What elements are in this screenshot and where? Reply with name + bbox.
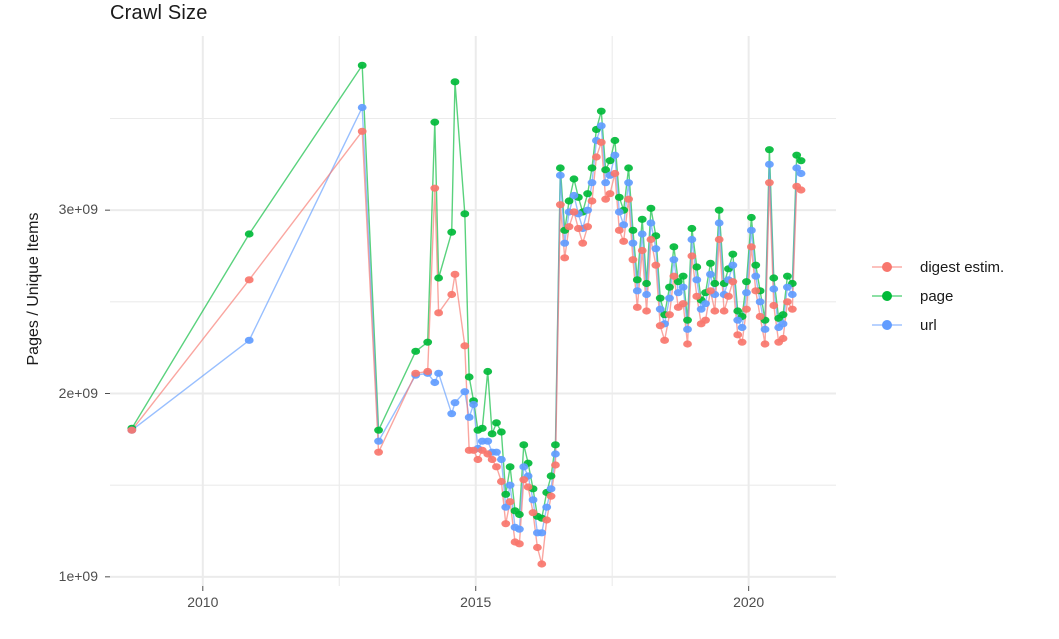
legend-dot-icon (882, 320, 892, 330)
x-tick-label: 2010 (187, 594, 219, 610)
legend: digest estim. page url (872, 258, 1004, 334)
legend-item-url[interactable]: url (872, 316, 1004, 334)
y-tick-label: 3e+09 (58, 201, 98, 218)
legend-key-icon (872, 258, 902, 276)
page-title: Crawl Size (110, 2, 208, 24)
x-tick-label: 2015 (460, 594, 492, 610)
x-tick-label: 2020 (733, 594, 765, 610)
legend-item-label: url (920, 316, 937, 334)
legend-key-icon (872, 316, 902, 334)
legend-item-label: digest estim. (920, 258, 1005, 276)
legend-item-label: page (920, 287, 954, 305)
y-tick-label: 1e+09 (58, 567, 98, 584)
legend-item-digest-estim[interactable]: digest estim. (872, 258, 1004, 276)
legend-key-icon (872, 287, 902, 305)
legend-dot-icon (882, 291, 892, 301)
y-tick-label: 2e+09 (58, 384, 98, 401)
legend-item-page[interactable]: page (872, 287, 1004, 305)
legend-dot-icon (882, 262, 892, 272)
